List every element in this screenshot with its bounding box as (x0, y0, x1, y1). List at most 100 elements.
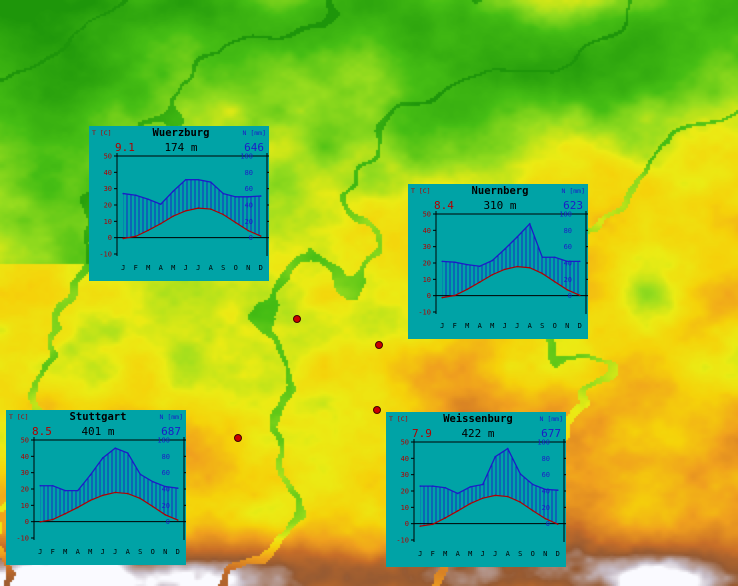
temp-point (247, 229, 250, 232)
precip-point (453, 261, 456, 263)
temp-tick-label: 40 (423, 227, 431, 235)
mean-temperature: 8.4 (434, 199, 454, 212)
precip-point (134, 194, 137, 196)
temp-point (176, 519, 179, 521)
precip-point (491, 259, 494, 262)
precip-tick-label: 80 (245, 169, 253, 177)
precip-tick-label: 80 (542, 455, 550, 463)
annual-precipitation: 677 (541, 427, 561, 440)
precip-point (147, 198, 150, 201)
temp-tick-label: 50 (21, 437, 29, 445)
temp-tick-label: 40 (104, 169, 112, 177)
precip-tick-label: 0 (249, 234, 253, 242)
temp-point (209, 208, 212, 210)
precip-point (503, 248, 506, 250)
precip-point (126, 452, 129, 454)
precip-point (51, 484, 54, 487)
temp-point (101, 494, 104, 497)
precip-point (114, 447, 117, 449)
precip-point (478, 265, 481, 268)
precip-point (247, 196, 250, 198)
precip-point (151, 480, 154, 483)
precip-axis-label: N [mm] (540, 415, 563, 423)
climate-diagram: T [C] N [mm] Nuernberg 8.4 310 m 623 50 4… (408, 184, 588, 339)
temp-point (172, 215, 175, 217)
precip-point (566, 260, 569, 263)
precip-line (123, 179, 261, 205)
temp-line (420, 494, 558, 527)
location-marker[interactable] (375, 341, 383, 349)
month-label: J (101, 548, 105, 556)
location-marker[interactable] (293, 315, 301, 323)
temp-point (76, 506, 79, 509)
precip-line (420, 447, 558, 495)
temp-point (541, 272, 544, 275)
precip-point (176, 487, 179, 489)
temp-point (441, 296, 444, 299)
precip-tick-label: 100 (559, 211, 572, 219)
climate-diagram: T [C] N [mm] Wuerzburg 9.1 174 m 646 50 4… (89, 126, 269, 281)
location-marker[interactable] (234, 434, 242, 442)
precip-point (419, 485, 422, 487)
precip-line (40, 447, 178, 492)
month-label: A (506, 550, 511, 558)
month-label: M (465, 322, 469, 330)
precip-tick-label: 100 (240, 153, 253, 161)
temp-tick-label: -10 (396, 537, 409, 545)
month-label: J (196, 264, 200, 272)
precip-point (89, 474, 92, 476)
month-label: N (543, 550, 547, 558)
month-label: F (431, 550, 435, 558)
temp-tick-label: 0 (427, 292, 431, 300)
precip-point (172, 190, 175, 192)
precip-tick-label: 20 (245, 218, 253, 226)
temp-point (259, 235, 262, 237)
month-label: S (540, 322, 544, 330)
temp-point (531, 509, 534, 512)
temp-point (51, 518, 54, 521)
precip-point (101, 457, 104, 459)
mean-temperature: 8.5 (32, 425, 52, 438)
precip-point (122, 192, 125, 195)
temp-tick-label: 20 (423, 260, 431, 268)
precip-axis-label: N [mm] (562, 187, 585, 195)
month-label: J (481, 550, 485, 558)
temp-tick-label: 30 (423, 243, 431, 251)
precip-tick-label: 60 (542, 471, 550, 479)
temp-tick-label: -10 (418, 309, 431, 317)
month-label: A (126, 548, 131, 556)
month-label: J (184, 264, 188, 272)
mean-temperature: 7.9 (412, 427, 432, 440)
month-label: A (456, 550, 461, 558)
precip-point (64, 489, 67, 492)
temp-tick-label: -10 (99, 251, 112, 259)
temp-point (519, 501, 522, 503)
temp-point (139, 497, 142, 500)
precip-point (209, 181, 212, 183)
temp-tick-label: 20 (401, 488, 409, 496)
temp-axis-label: T [C] (92, 129, 112, 137)
temp-tick-label: 50 (423, 211, 431, 219)
temp-tick-label: 10 (423, 276, 431, 284)
station-elevation: 422 m (461, 427, 494, 440)
temp-point (491, 273, 494, 276)
temp-point (494, 494, 497, 497)
station-name: Stuttgart (70, 411, 127, 423)
precip-point (481, 483, 484, 486)
temp-tick-label: 10 (401, 504, 409, 512)
temp-point (419, 525, 422, 527)
temp-tick-label: 10 (104, 218, 112, 226)
precip-tick-label: 40 (245, 202, 253, 210)
annual-precipitation: 623 (563, 199, 583, 212)
location-marker[interactable] (373, 406, 381, 414)
temp-tick-label: 30 (21, 469, 29, 477)
temp-point (556, 523, 559, 525)
precip-tick-label: 80 (564, 227, 572, 235)
month-label: O (234, 264, 238, 272)
annual-precipitation: 646 (244, 141, 264, 154)
station-elevation: 401 m (81, 425, 114, 438)
precip-point (444, 486, 447, 489)
temp-point (134, 235, 137, 238)
precip-tick-label: 60 (564, 243, 572, 251)
temp-tick-label: 20 (104, 202, 112, 210)
